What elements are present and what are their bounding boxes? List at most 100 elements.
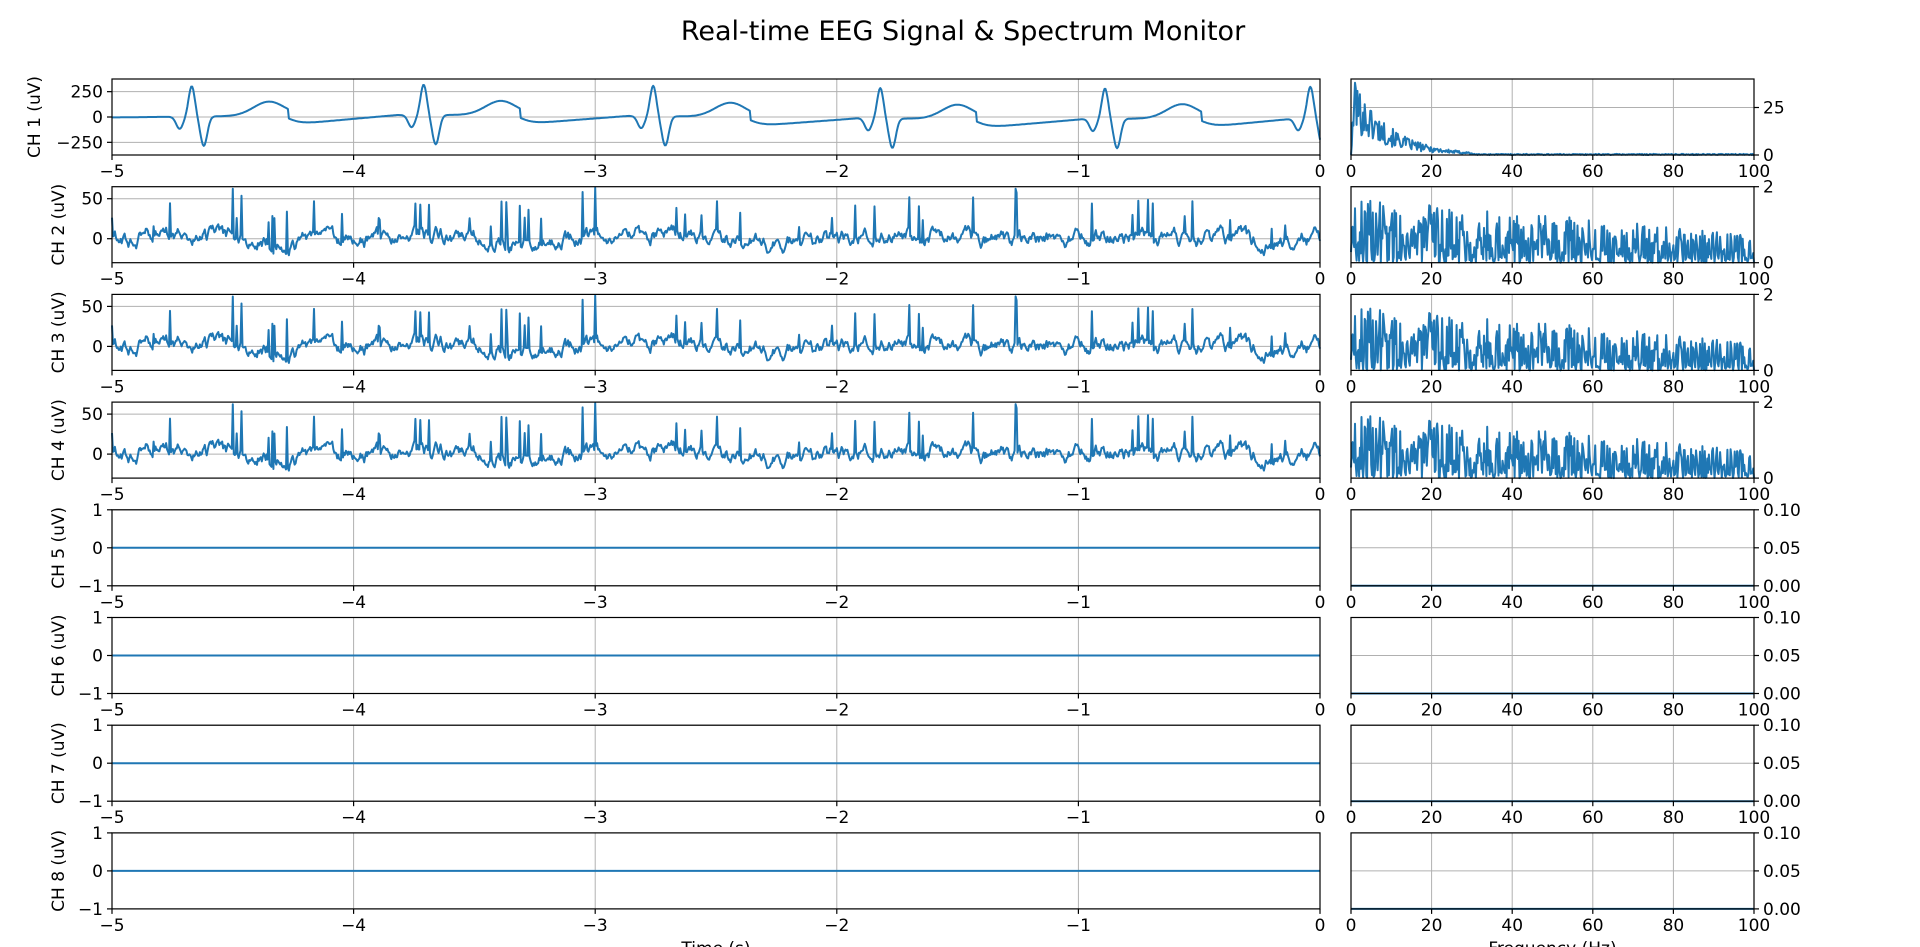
spectrum-xtick-label: 20	[1421, 701, 1443, 721]
time-panel-ch4: −5 −4 −3 −2 −1 0 0 50 CH 4 (uV)	[49, 399, 1325, 505]
time-xtick-label: −1	[1066, 916, 1091, 936]
spectrum-trace-ch3	[1350, 307, 1755, 372]
spectrum-xtick-label: 20	[1421, 916, 1443, 936]
spectrum-xtick-label: 80	[1663, 485, 1685, 505]
time-xtick-label: −2	[824, 270, 849, 290]
time-xtick-label: −3	[583, 808, 608, 828]
spectrum-xtick-label: 100	[1738, 916, 1770, 936]
spectrum-xtick-label: 60	[1582, 377, 1604, 397]
time-ylabel-ch6: CH 6 (uV)	[49, 615, 69, 697]
spectrum-xtick-label: 40	[1501, 593, 1523, 613]
spectrum-xtick-label: 0	[1346, 270, 1357, 290]
time-xtick-label: −5	[99, 485, 124, 505]
time-xtick-label: −5	[99, 162, 124, 182]
spectrum-xtick-label: 40	[1501, 701, 1523, 721]
time-xtick-label: −3	[583, 162, 608, 182]
time-xtick-label: −3	[583, 270, 608, 290]
spectrum-xtick-label: 60	[1582, 916, 1604, 936]
time-xtick-label: −5	[99, 916, 124, 936]
spectrum-axes-frame	[1350, 186, 1755, 264]
spectrum-xtick-label: 80	[1663, 593, 1685, 613]
time-xtick-label: −1	[1066, 377, 1091, 397]
spectrum-ytick-label: 2	[1763, 285, 1774, 305]
spectrum-xtick-label: 40	[1501, 916, 1523, 936]
spectrum-xtick-label: 20	[1421, 808, 1443, 828]
time-trace-ch2	[111, 186, 1321, 257]
time-ytick-label: 0	[92, 754, 103, 774]
time-panel-ch1: −5 −4 −3 −2 −1 0 −250 0 250 CH 1 (uV)	[25, 76, 1325, 182]
spectrum-xtick-label: 60	[1582, 593, 1604, 613]
spectrum-ytick-label: 0.00	[1763, 577, 1801, 597]
spectrum-xtick-label: 80	[1663, 808, 1685, 828]
spectrum-xtick-label: 20	[1421, 270, 1443, 290]
spectrum-xtick-label: 20	[1421, 162, 1443, 182]
time-xtick-label: 0	[1315, 701, 1326, 721]
time-xtick-label: −2	[824, 808, 849, 828]
time-ylabel-ch4: CH 4 (uV)	[49, 399, 69, 481]
time-ylabel-ch7: CH 7 (uV)	[49, 722, 69, 804]
spectrum-ytick-label: 0.05	[1763, 862, 1801, 882]
time-xtick-label: −3	[583, 916, 608, 936]
time-panel-ch8: −5 −4 −3 −2 −1 0 −1 0 1 CH 8 (uV)	[49, 824, 1325, 936]
time-ytick-label: −1	[78, 577, 103, 597]
spectrum-xtick-label: 100	[1738, 593, 1770, 613]
spectrum-ytick-label: 0.00	[1763, 900, 1801, 920]
time-xtick-label: −3	[583, 485, 608, 505]
time-trace-ch4	[111, 402, 1321, 472]
time-xtick-label: −3	[583, 701, 608, 721]
time-xtick-label: −2	[824, 593, 849, 613]
time-xtick-label: −4	[341, 270, 366, 290]
figure-title: Real-time EEG Signal & Spectrum Monitor	[681, 16, 1246, 47]
spectrum-axes-frame	[1350, 78, 1755, 156]
time-xtick-label: −1	[1066, 593, 1091, 613]
time-xtick-label: −3	[583, 377, 608, 397]
spectrum-xtick-label: 80	[1663, 162, 1685, 182]
time-ytick-label: 50	[81, 297, 103, 317]
time-ytick-label: 50	[81, 190, 103, 210]
spectrum-ytick-label: 0.10	[1763, 501, 1801, 521]
time-ytick-label: 1	[92, 824, 103, 844]
time-xtick-label: −4	[341, 485, 366, 505]
time-axes-frame	[111, 293, 1321, 371]
spectrum-xtick-label: 100	[1738, 701, 1770, 721]
time-ytick-label: −1	[78, 900, 103, 920]
spectrum-xtick-label: 100	[1738, 377, 1770, 397]
spectrum-ytick-label: 0.00	[1763, 792, 1801, 812]
spectrum-xtick-label: 80	[1663, 377, 1685, 397]
spectrum-xtick-label: 100	[1738, 808, 1770, 828]
time-panel-ch5: −5 −4 −3 −2 −1 0 −1 0 1 CH 5 (uV)	[49, 501, 1325, 613]
spectrum-xtick-label: 20	[1421, 485, 1443, 505]
spectrum-xtick-label: 0	[1346, 485, 1357, 505]
spectrum-trace-ch1	[1350, 81, 1755, 156]
spectrum-ytick-label: 2	[1763, 178, 1774, 198]
time-ytick-label: 0	[92, 445, 103, 465]
time-xtick-label: −1	[1066, 808, 1091, 828]
time-trace-ch1	[112, 84, 1321, 150]
spectrum-xtick-label: 60	[1582, 270, 1604, 290]
spectrum-ytick-label: 0.10	[1763, 824, 1801, 844]
spectrum-ytick-label: 2	[1763, 393, 1774, 413]
spectrum-xtick-label: 80	[1663, 270, 1685, 290]
time-panel-ch3: −5 −4 −3 −2 −1 0 0 50 CH 3 (uV)	[49, 291, 1325, 397]
time-xtick-label: 0	[1315, 593, 1326, 613]
spectrum-xlabel: Frequency (Hz)	[1488, 939, 1616, 947]
spectrum-xtick-label: 40	[1501, 270, 1523, 290]
spectrum-ytick-label: 0.05	[1763, 647, 1801, 667]
spectrum-trace-ch4	[1350, 415, 1755, 480]
time-ylabel-ch1: CH 1 (uV)	[25, 76, 45, 158]
time-ytick-label: 250	[71, 83, 103, 103]
time-panel-ch6: −5 −4 −3 −2 −1 0 −1 0 1 CH 6 (uV)	[49, 609, 1325, 721]
time-xtick-label: 0	[1315, 162, 1326, 182]
spectrum-ytick-label: 0	[1763, 254, 1774, 274]
time-xtick-label: −4	[341, 916, 366, 936]
time-ytick-label: 0	[92, 230, 103, 250]
time-xtick-label: −4	[341, 593, 366, 613]
spectrum-xtick-label: 80	[1663, 916, 1685, 936]
time-ytick-label: −250	[56, 133, 103, 153]
spectrum-ytick-label: 25	[1763, 99, 1785, 119]
